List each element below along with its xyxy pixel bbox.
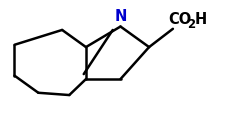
Text: N: N [114, 9, 127, 24]
Text: H: H [195, 12, 207, 27]
Text: 2: 2 [187, 18, 195, 31]
Text: CO: CO [168, 12, 191, 27]
